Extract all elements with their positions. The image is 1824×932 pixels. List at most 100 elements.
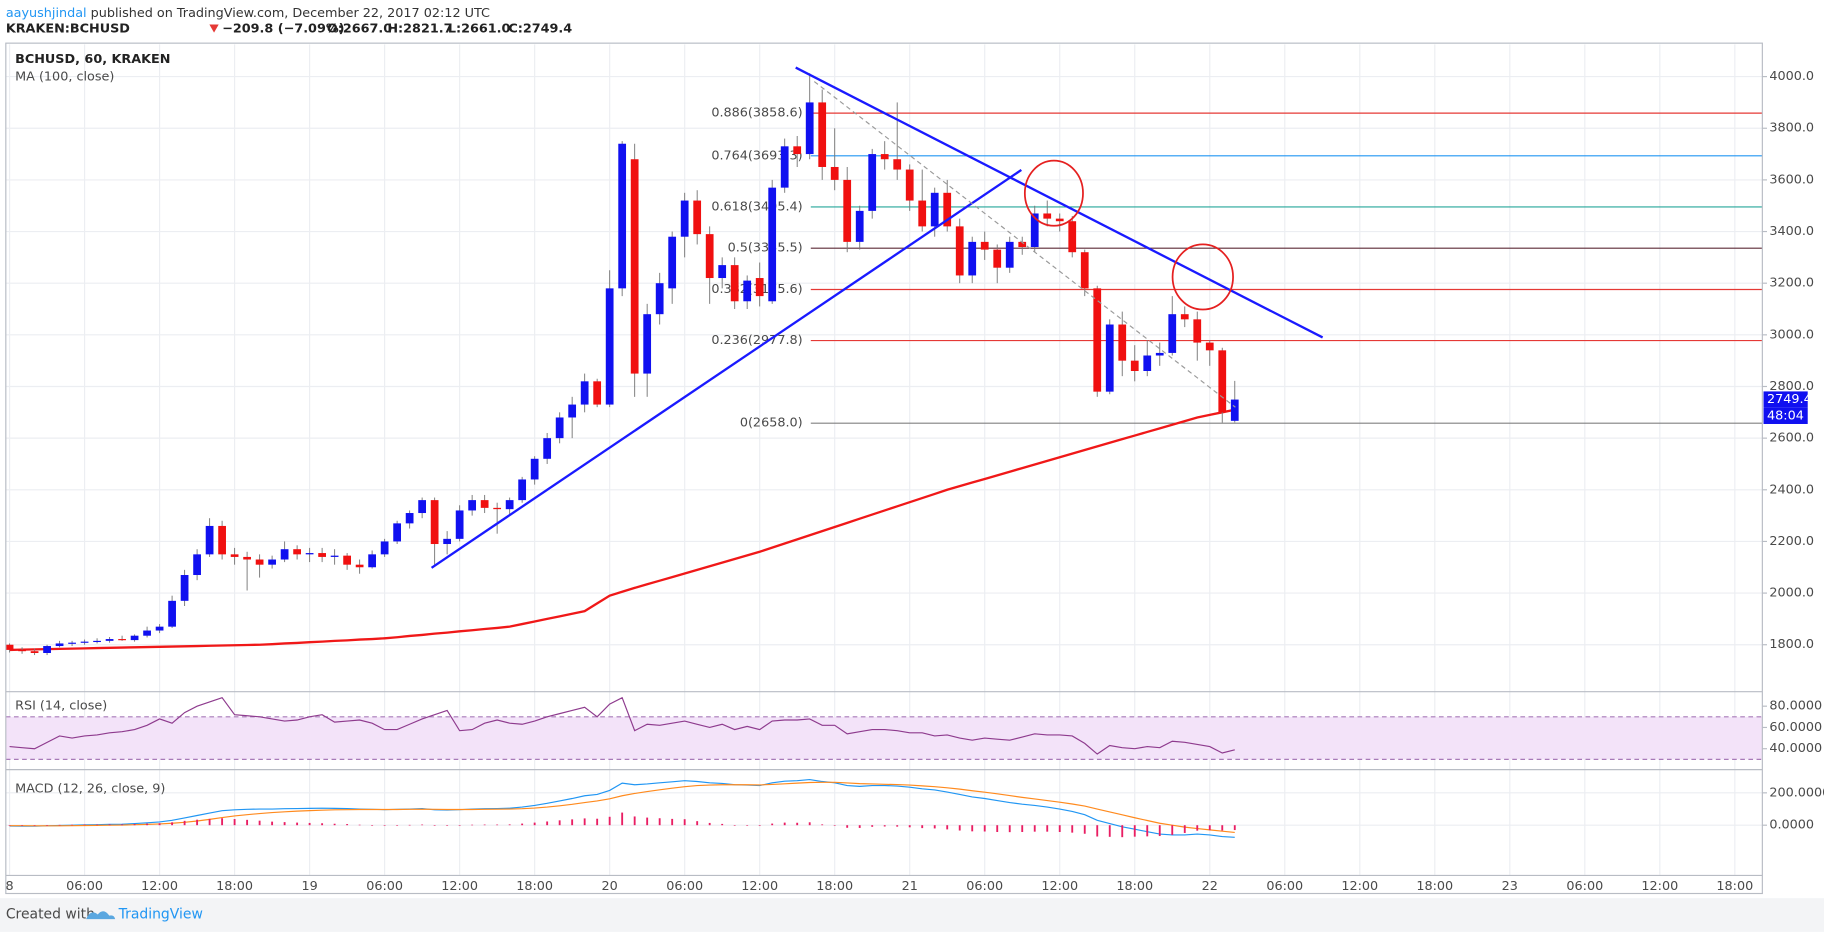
macd-histogram-bar: [158, 823, 161, 826]
macd-histogram-bar: [708, 822, 711, 826]
macd-histogram-bar: [221, 818, 224, 826]
macd-histogram-bar: [1108, 825, 1111, 837]
x-tick-label: 18:00: [516, 879, 553, 894]
y-tick-label: 1800.0: [1769, 637, 1814, 652]
macd-histogram-bar: [1233, 825, 1236, 831]
candle-body: [80, 641, 89, 643]
ma-line: [9, 408, 1235, 652]
ohlc-high: H:2821.7: [387, 22, 452, 37]
macd-histogram-bar: [146, 823, 149, 826]
macd-histogram-bar: [246, 819, 249, 826]
x-tick-label: 12:00: [1641, 879, 1678, 894]
macd-histogram-bar: [921, 825, 924, 829]
macd-histogram-bar: [846, 825, 849, 828]
axis-layer: 8 06:00 12:00 18:00 19 06:00 12:00 18:00 20 06:00…: [5, 69, 1824, 894]
trend-line: [795, 66, 1324, 339]
candle-body: [993, 249, 1002, 268]
drawings: [430, 66, 1324, 569]
macd-histogram-bar: [233, 819, 236, 826]
candle-body: [205, 525, 214, 555]
candle-body: [605, 288, 614, 405]
candle-body: [1230, 399, 1239, 421]
y-tick-label: 4000.0: [1769, 69, 1814, 84]
macd-histogram-bar: [446, 825, 449, 826]
candle-body: [55, 643, 64, 647]
macd-histogram-bar: [608, 816, 611, 826]
macd-histogram-bar: [396, 825, 399, 826]
candle-body: [1143, 355, 1152, 371]
candle-body: [818, 102, 827, 167]
candle-body: [830, 166, 839, 180]
candle-body: [555, 417, 564, 439]
price-tag-label: 2749.4: [1767, 392, 1812, 407]
macd-histogram-bar: [733, 825, 736, 826]
candle-body: [268, 559, 276, 565]
candle-body: [1030, 213, 1039, 248]
macd-histogram-bar: [1021, 825, 1024, 832]
macd-histogram-bar: [583, 818, 586, 826]
macd-histogram-bar: [1146, 825, 1149, 837]
dashed-line: [813, 81, 1236, 408]
author[interactable]: aayushjindal: [6, 5, 87, 20]
macd-histogram-bar: [1046, 825, 1049, 832]
candle-body: [880, 154, 889, 160]
footer-brand[interactable]: TradingView: [118, 906, 203, 922]
candle-body: [505, 500, 514, 510]
y-tick-label: 3000.0: [1769, 327, 1814, 342]
macd-histogram-bar: [821, 824, 824, 826]
candle-body: [480, 500, 489, 508]
footer-band: [0, 898, 1824, 932]
candle-body: [293, 549, 301, 555]
x-tick-label: 8: [5, 879, 13, 894]
candle-body: [343, 555, 351, 565]
rsi-tick-label: 60.0000: [1769, 720, 1822, 735]
candle-body: [968, 241, 977, 276]
macd-histogram-bar: [358, 824, 361, 826]
macd-histogram-bar: [1133, 825, 1136, 837]
candle-body: [580, 381, 589, 405]
rsi-label: RSI (14, close): [15, 699, 107, 714]
macd-histogram-bar: [1171, 825, 1174, 835]
x-tick-label: 12:00: [1341, 879, 1378, 894]
macd-line: [9, 778, 1235, 838]
countdown-tag: [1763, 407, 1808, 424]
rsi-tick-label: 40.0000: [1769, 741, 1822, 756]
candle-body: [1180, 314, 1189, 320]
candle-body: [855, 210, 864, 242]
candle-body: [18, 649, 26, 652]
macd-histogram-bar: [421, 824, 424, 826]
x-tick-label: 12:00: [741, 879, 778, 894]
candle-body: [118, 639, 126, 641]
candle-body: [405, 513, 414, 524]
macd-histogram-bar: [21, 825, 23, 826]
candle-body: [330, 555, 339, 557]
y-tick-label: 2600.0: [1769, 431, 1814, 446]
x-tick-label: 06:00: [1266, 879, 1303, 894]
candle-body: [1043, 213, 1052, 219]
candle-body: [280, 549, 289, 560]
macd-histogram-bar: [871, 825, 874, 827]
macd-histogram-bar: [796, 822, 799, 826]
candle-body: [355, 564, 364, 568]
candle-body: [1205, 342, 1214, 351]
candle-body: [1080, 252, 1089, 289]
x-tick-label: 18:00: [1116, 879, 1153, 894]
macd-histogram-bar: [96, 824, 99, 826]
x-tick-label: 06:00: [666, 879, 703, 894]
candle-body: [130, 635, 139, 641]
macd-histogram-bar: [958, 825, 961, 831]
candle-body: [705, 234, 714, 279]
x-tick-label: 23: [1502, 879, 1518, 894]
macd-histogram-bar: [196, 819, 199, 826]
macd-histogram-bar: [471, 824, 474, 826]
candle-body: [643, 314, 652, 374]
rsi-tick-label: 80.0000: [1769, 699, 1822, 714]
down-arrow: [209, 24, 219, 33]
candle-body: [168, 600, 176, 627]
candle-body: [218, 525, 226, 555]
macd-histogram-bar: [658, 818, 661, 826]
candle-body: [443, 538, 452, 545]
x-tick-label: 12:00: [141, 879, 178, 894]
candle-body: [618, 143, 627, 289]
